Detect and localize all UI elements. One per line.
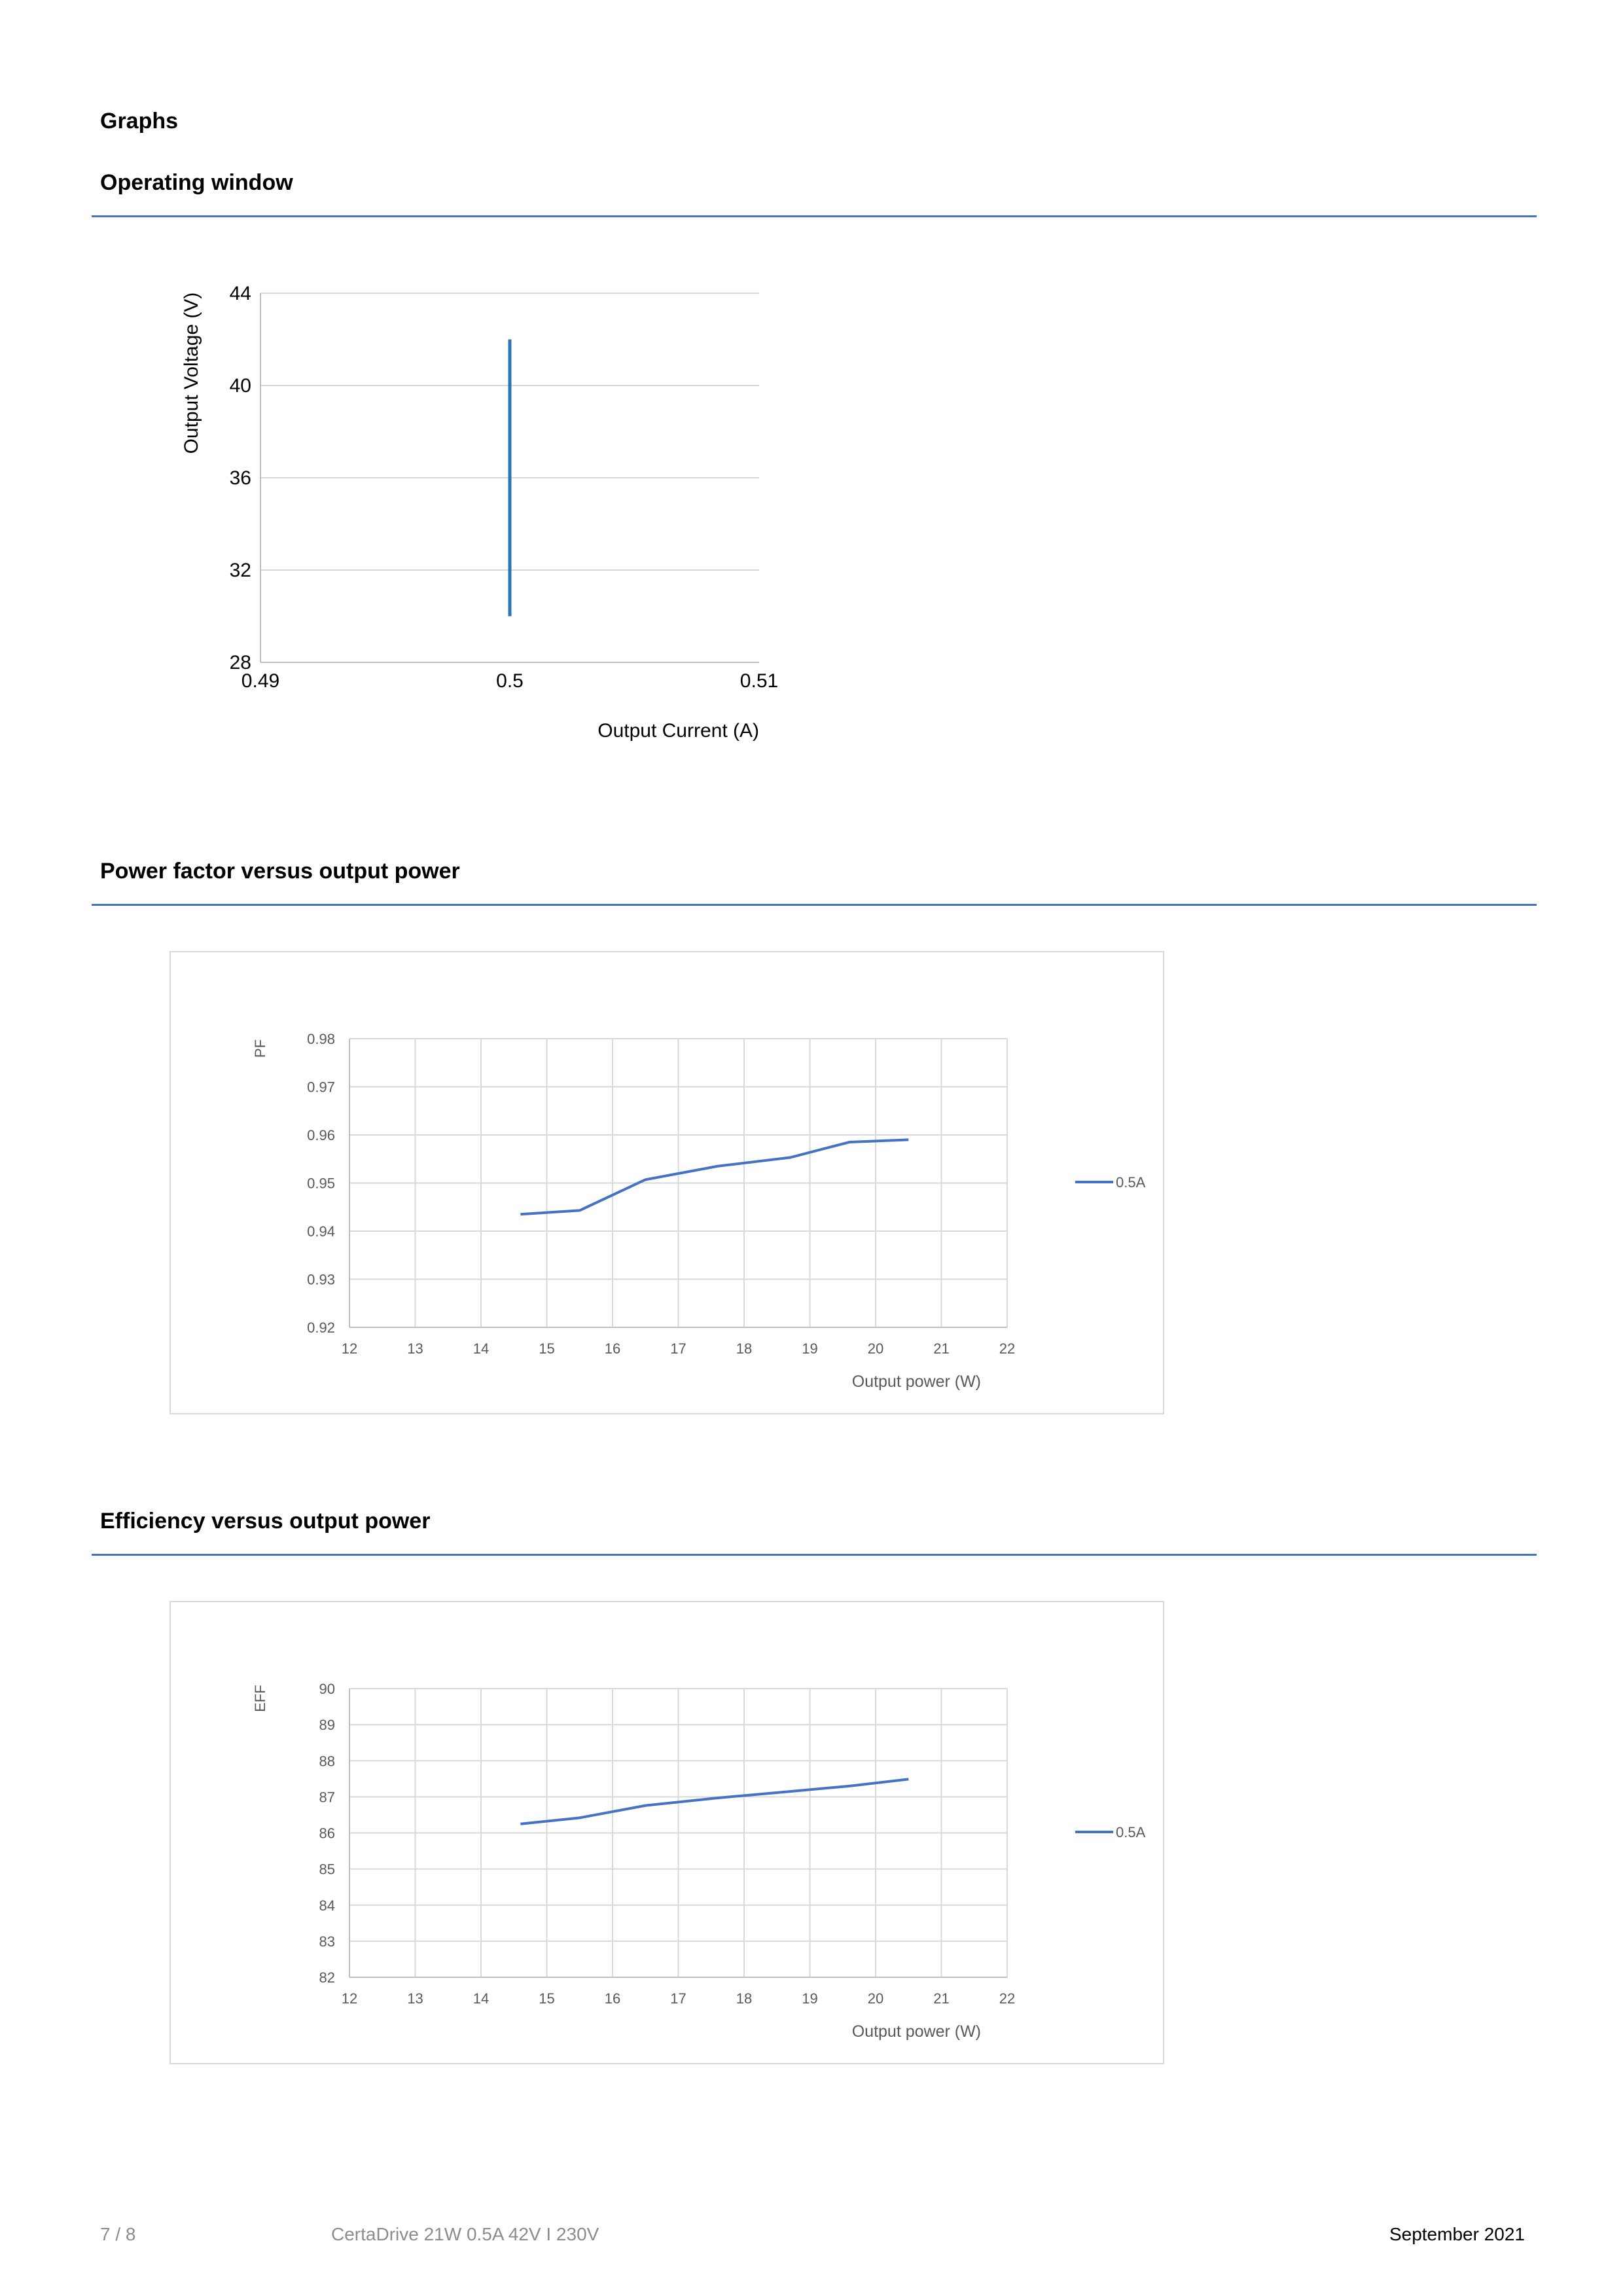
y-tick-label: 89 bbox=[319, 1717, 335, 1733]
series-line bbox=[520, 1138, 909, 1216]
y-tick-label: 88 bbox=[319, 1753, 335, 1769]
x-tick-label: 16 bbox=[605, 1990, 620, 2007]
y-tick-label: 0.96 bbox=[307, 1127, 335, 1143]
series-line bbox=[520, 1778, 909, 1825]
y-tick-label: 82 bbox=[319, 1969, 335, 1986]
x-tick-label: 14 bbox=[473, 1340, 489, 1357]
x-tick-label: 13 bbox=[407, 1340, 423, 1357]
x-tick-label: 16 bbox=[605, 1340, 620, 1357]
x-tick-label: 19 bbox=[802, 1340, 817, 1357]
pf-chart-frame: 0.92 0.93 0.94 0.95 0.96 0.97 0.98 12 13 14 15 16 17… bbox=[169, 951, 1164, 1414]
eff-chart-frame: 82 83 84 85 86 87 88 89 90 12 13 14 15 16 17 18 19 20 21 22… bbox=[169, 1601, 1164, 2064]
y-tick-label: 86 bbox=[319, 1825, 335, 1842]
x-tick-label: 13 bbox=[407, 1990, 423, 2007]
y-tick-label: 0.98 bbox=[307, 1031, 335, 1047]
x-tick-label: 0.51 bbox=[740, 670, 778, 692]
x-axis-title: Output power (W) bbox=[852, 2022, 981, 2041]
operating-window-chart: 28 32 36 40 44 0.49 0.5 0.51 Output Current (A) O… bbox=[181, 283, 778, 742]
y-tick-label: 0.95 bbox=[307, 1175, 335, 1192]
y-tick-label: 32 bbox=[230, 560, 251, 581]
footer-page-number: 7 / 8 bbox=[100, 2224, 136, 2244]
divider-pf bbox=[92, 904, 1537, 906]
eff-chart: 82 83 84 85 86 87 88 89 90 12 13 14 15 16 17 18 19 20 21 22… bbox=[252, 1681, 1146, 2041]
divider-operating-window bbox=[92, 215, 1537, 217]
y-tick-label: 0.97 bbox=[307, 1079, 335, 1096]
y-tick-label: 44 bbox=[230, 283, 251, 304]
y-tick-label: 36 bbox=[230, 467, 251, 489]
x-tick-label: 12 bbox=[342, 1990, 357, 2007]
x-tick-label: 18 bbox=[736, 1340, 752, 1357]
x-tick-label: 22 bbox=[999, 1340, 1015, 1357]
eff-title: Efficiency versus output power bbox=[100, 1509, 431, 1534]
x-tick-label: 15 bbox=[539, 1340, 554, 1357]
y-tick-label: 85 bbox=[319, 1861, 335, 1878]
y-axis-title: Output Voltage (V) bbox=[181, 293, 202, 454]
y-tick-label: 28 bbox=[230, 652, 251, 673]
x-tick-label: 20 bbox=[868, 1990, 883, 2007]
y-tick-label: 0.94 bbox=[307, 1223, 335, 1240]
x-tick-label: 19 bbox=[802, 1990, 817, 2007]
footer-product: CertaDrive 21W 0.5A 42V I 230V bbox=[331, 2224, 599, 2244]
x-tick-label: 15 bbox=[539, 1990, 554, 2007]
x-tick-label: 17 bbox=[670, 1990, 686, 2007]
pf-chart: 0.92 0.93 0.94 0.95 0.96 0.97 0.98 12 13 14 15 16 17… bbox=[252, 1031, 1146, 1391]
x-axis-title: Output Current (A) bbox=[597, 720, 759, 742]
divider-eff bbox=[92, 1554, 1537, 1556]
x-tick-label: 18 bbox=[736, 1990, 752, 2007]
x-tick-label: 0.5 bbox=[496, 670, 524, 692]
y-tick-label: 40 bbox=[230, 375, 251, 397]
legend-label: 0.5A bbox=[1116, 1824, 1146, 1840]
x-tick-label: 14 bbox=[473, 1990, 489, 2007]
y-tick-label: 0.93 bbox=[307, 1272, 335, 1288]
x-tick-label: 17 bbox=[670, 1340, 686, 1357]
operating-window-title: Operating window bbox=[100, 170, 293, 195]
legend-label: 0.5A bbox=[1116, 1174, 1146, 1191]
x-tick-label: 21 bbox=[933, 1340, 949, 1357]
y-tick-label: 83 bbox=[319, 1933, 335, 1950]
x-tick-label: 12 bbox=[342, 1340, 357, 1357]
x-axis-title: Output power (W) bbox=[852, 1372, 981, 1391]
x-tick-label: 20 bbox=[868, 1340, 883, 1357]
x-tick-label: 0.49 bbox=[241, 670, 279, 692]
section-title: Graphs bbox=[100, 109, 179, 134]
y-axis-title: PF bbox=[252, 1039, 268, 1058]
y-tick-label: 87 bbox=[319, 1789, 335, 1805]
x-tick-label: 21 bbox=[933, 1990, 949, 2007]
pf-title: Power factor versus output power bbox=[100, 859, 460, 884]
y-tick-label: 90 bbox=[319, 1681, 335, 1697]
y-tick-label: 84 bbox=[319, 1897, 335, 1914]
y-axis-title: EFF bbox=[252, 1685, 268, 1712]
footer-date: September 2021 bbox=[1389, 2224, 1525, 2244]
x-tick-label: 22 bbox=[999, 1990, 1015, 2007]
y-tick-label: 0.92 bbox=[307, 1319, 335, 1336]
